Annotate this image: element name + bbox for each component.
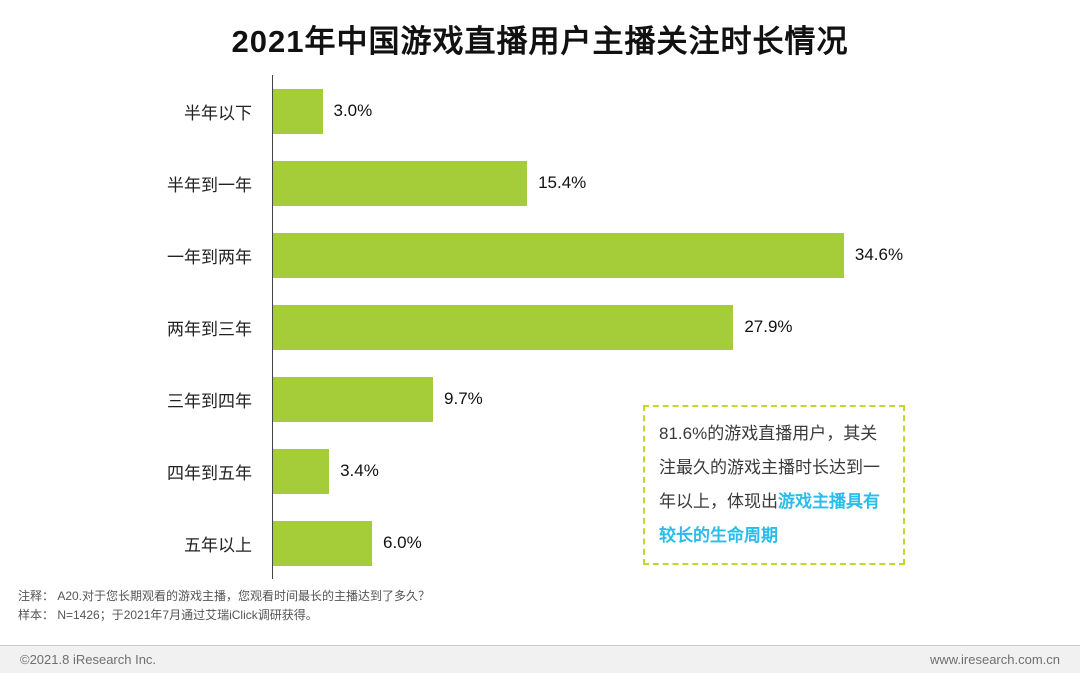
category-label: 五年以上 [184, 535, 252, 555]
copyright-text: ©2021.8 iResearch Inc. [20, 652, 157, 667]
footer-bar: ©2021.8 iResearch Inc. www.iresearch.com… [0, 645, 1080, 673]
category-label: 两年到三年 [167, 319, 252, 339]
bar [273, 232, 844, 278]
bar-area: 34.6% [272, 219, 1080, 291]
bar-row: 五年以上 6.0% [0, 507, 1080, 579]
value-label: 34.6% [854, 245, 904, 264]
value-label: 15.4% [538, 173, 587, 192]
category-label: 半年到一年 [167, 175, 252, 195]
value-label: 3.4% [340, 461, 379, 480]
annotation-box: 81.6%的游戏直播用户，其关注最久的游戏主播时长达到一年以上，体现出游戏主播具… [643, 405, 905, 565]
category-label: 四年到五年 [167, 463, 252, 483]
bar-area: 3.0% [272, 75, 1080, 147]
chart-title: 2021年中国游戏直播用户主播关注时长情况 [231, 24, 849, 59]
value-label: 9.7% [444, 389, 483, 408]
footnote-question: 注释： A20.对于您长期观看的游戏主播，您观看时间最长的主播达到了多久？ [18, 589, 431, 603]
value-label: 3.0% [333, 101, 373, 120]
value-label: 27.9% [744, 317, 793, 336]
bar-area: 15.4% [272, 147, 1080, 219]
bar-row: 两年到三年 27.9% [0, 291, 1080, 363]
bar-row: 半年以下 3.0% [0, 75, 1080, 147]
bar-row: 一年到两年 34.6% [0, 219, 1080, 291]
footnote-sample: 样本： N=1426；于2021年7月通过艾瑞iClick调研获得。 [18, 607, 318, 622]
annotation-highlight-text: 游戏主播具有较长的生命周期 [659, 492, 880, 545]
bar-area: 9.7% [272, 363, 1080, 435]
category-label: 半年以下 [184, 103, 252, 123]
bar-row: 三年到四年 9.7% [0, 363, 1080, 435]
bar [273, 376, 434, 422]
annotation-text: 81.6%的游戏直播用户，其关注最久的游戏主播时长达到一年以上，体现出 [659, 424, 880, 511]
bar-area: 3.4% [272, 435, 1080, 507]
value-label: 6.0% [383, 533, 422, 552]
bar [273, 304, 734, 350]
bar-row: 四年到五年 3.4% [0, 435, 1080, 507]
bar [273, 448, 330, 494]
category-label: 三年到四年 [167, 391, 252, 411]
bar-area: 6.0% [272, 507, 1080, 579]
website-link[interactable]: www.iresearch.com.cn [929, 652, 1060, 667]
footnotes: 注释： A20.对于您长期观看的游戏主播，您观看时间最长的主播达到了多久？ 样本… [0, 579, 1080, 630]
bar [273, 88, 323, 134]
bar-row: 半年到一年 15.4% [0, 147, 1080, 219]
bar [273, 160, 528, 206]
bar-chart: 半年以下 3.0% 半年到一年 15.4% 一年到两年 34.6% 两年到三年 27.9% 三年… [0, 75, 1080, 579]
category-label: 一年到两年 [167, 247, 252, 267]
bar-rows: 半年以下 3.0% 半年到一年 15.4% 一年到两年 34.6% 两年到三年 27.9% 三年… [0, 75, 1080, 579]
bar [273, 520, 372, 566]
bar-area: 27.9% [272, 291, 1080, 363]
